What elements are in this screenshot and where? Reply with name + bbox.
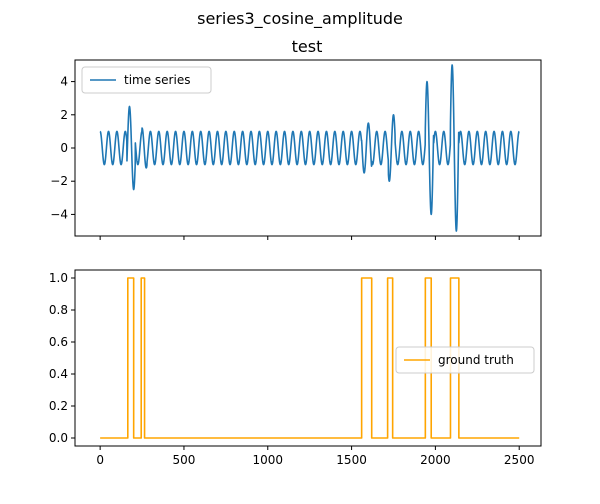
ytick-label-0-2: 0 [60,141,68,155]
ytick-label-0-1: −2 [50,174,68,188]
axes-frame-1 [74,269,542,447]
xtick-label-1-1: 500 [173,453,196,467]
xtick-label-1-3: 1500 [336,453,367,467]
legend-box-1 [395,346,535,374]
xtick-label-1-5: 2500 [504,453,535,467]
xtick-label-1-4: 2000 [420,453,451,467]
figure-suptitle: series3_cosine_amplitude [197,9,403,29]
legend-label-0: time series [124,73,190,87]
series-line-0-0 [99,64,520,232]
ytick-label-1-0: 0.0 [49,431,68,445]
ytick-label-1-2: 0.4 [49,367,68,381]
ytick-label-1-5: 1.0 [49,271,68,285]
ytick-label-1-4: 0.8 [49,303,68,317]
ytick-label-0-4: 4 [60,75,68,89]
ytick-label-0-0: −4 [50,207,68,221]
ytick-label-1-1: 0.2 [49,399,68,413]
ytick-label-0-3: 2 [60,108,68,122]
series-line-1-0 [100,277,520,439]
legend-label-1: ground truth [438,353,514,367]
top-chart-title: test [292,37,323,56]
xtick-label-1-2: 1000 [252,453,283,467]
ytick-label-1-3: 0.6 [49,335,68,349]
xtick-label-1-0: 0 [96,453,104,467]
legend-box-0 [81,66,212,94]
